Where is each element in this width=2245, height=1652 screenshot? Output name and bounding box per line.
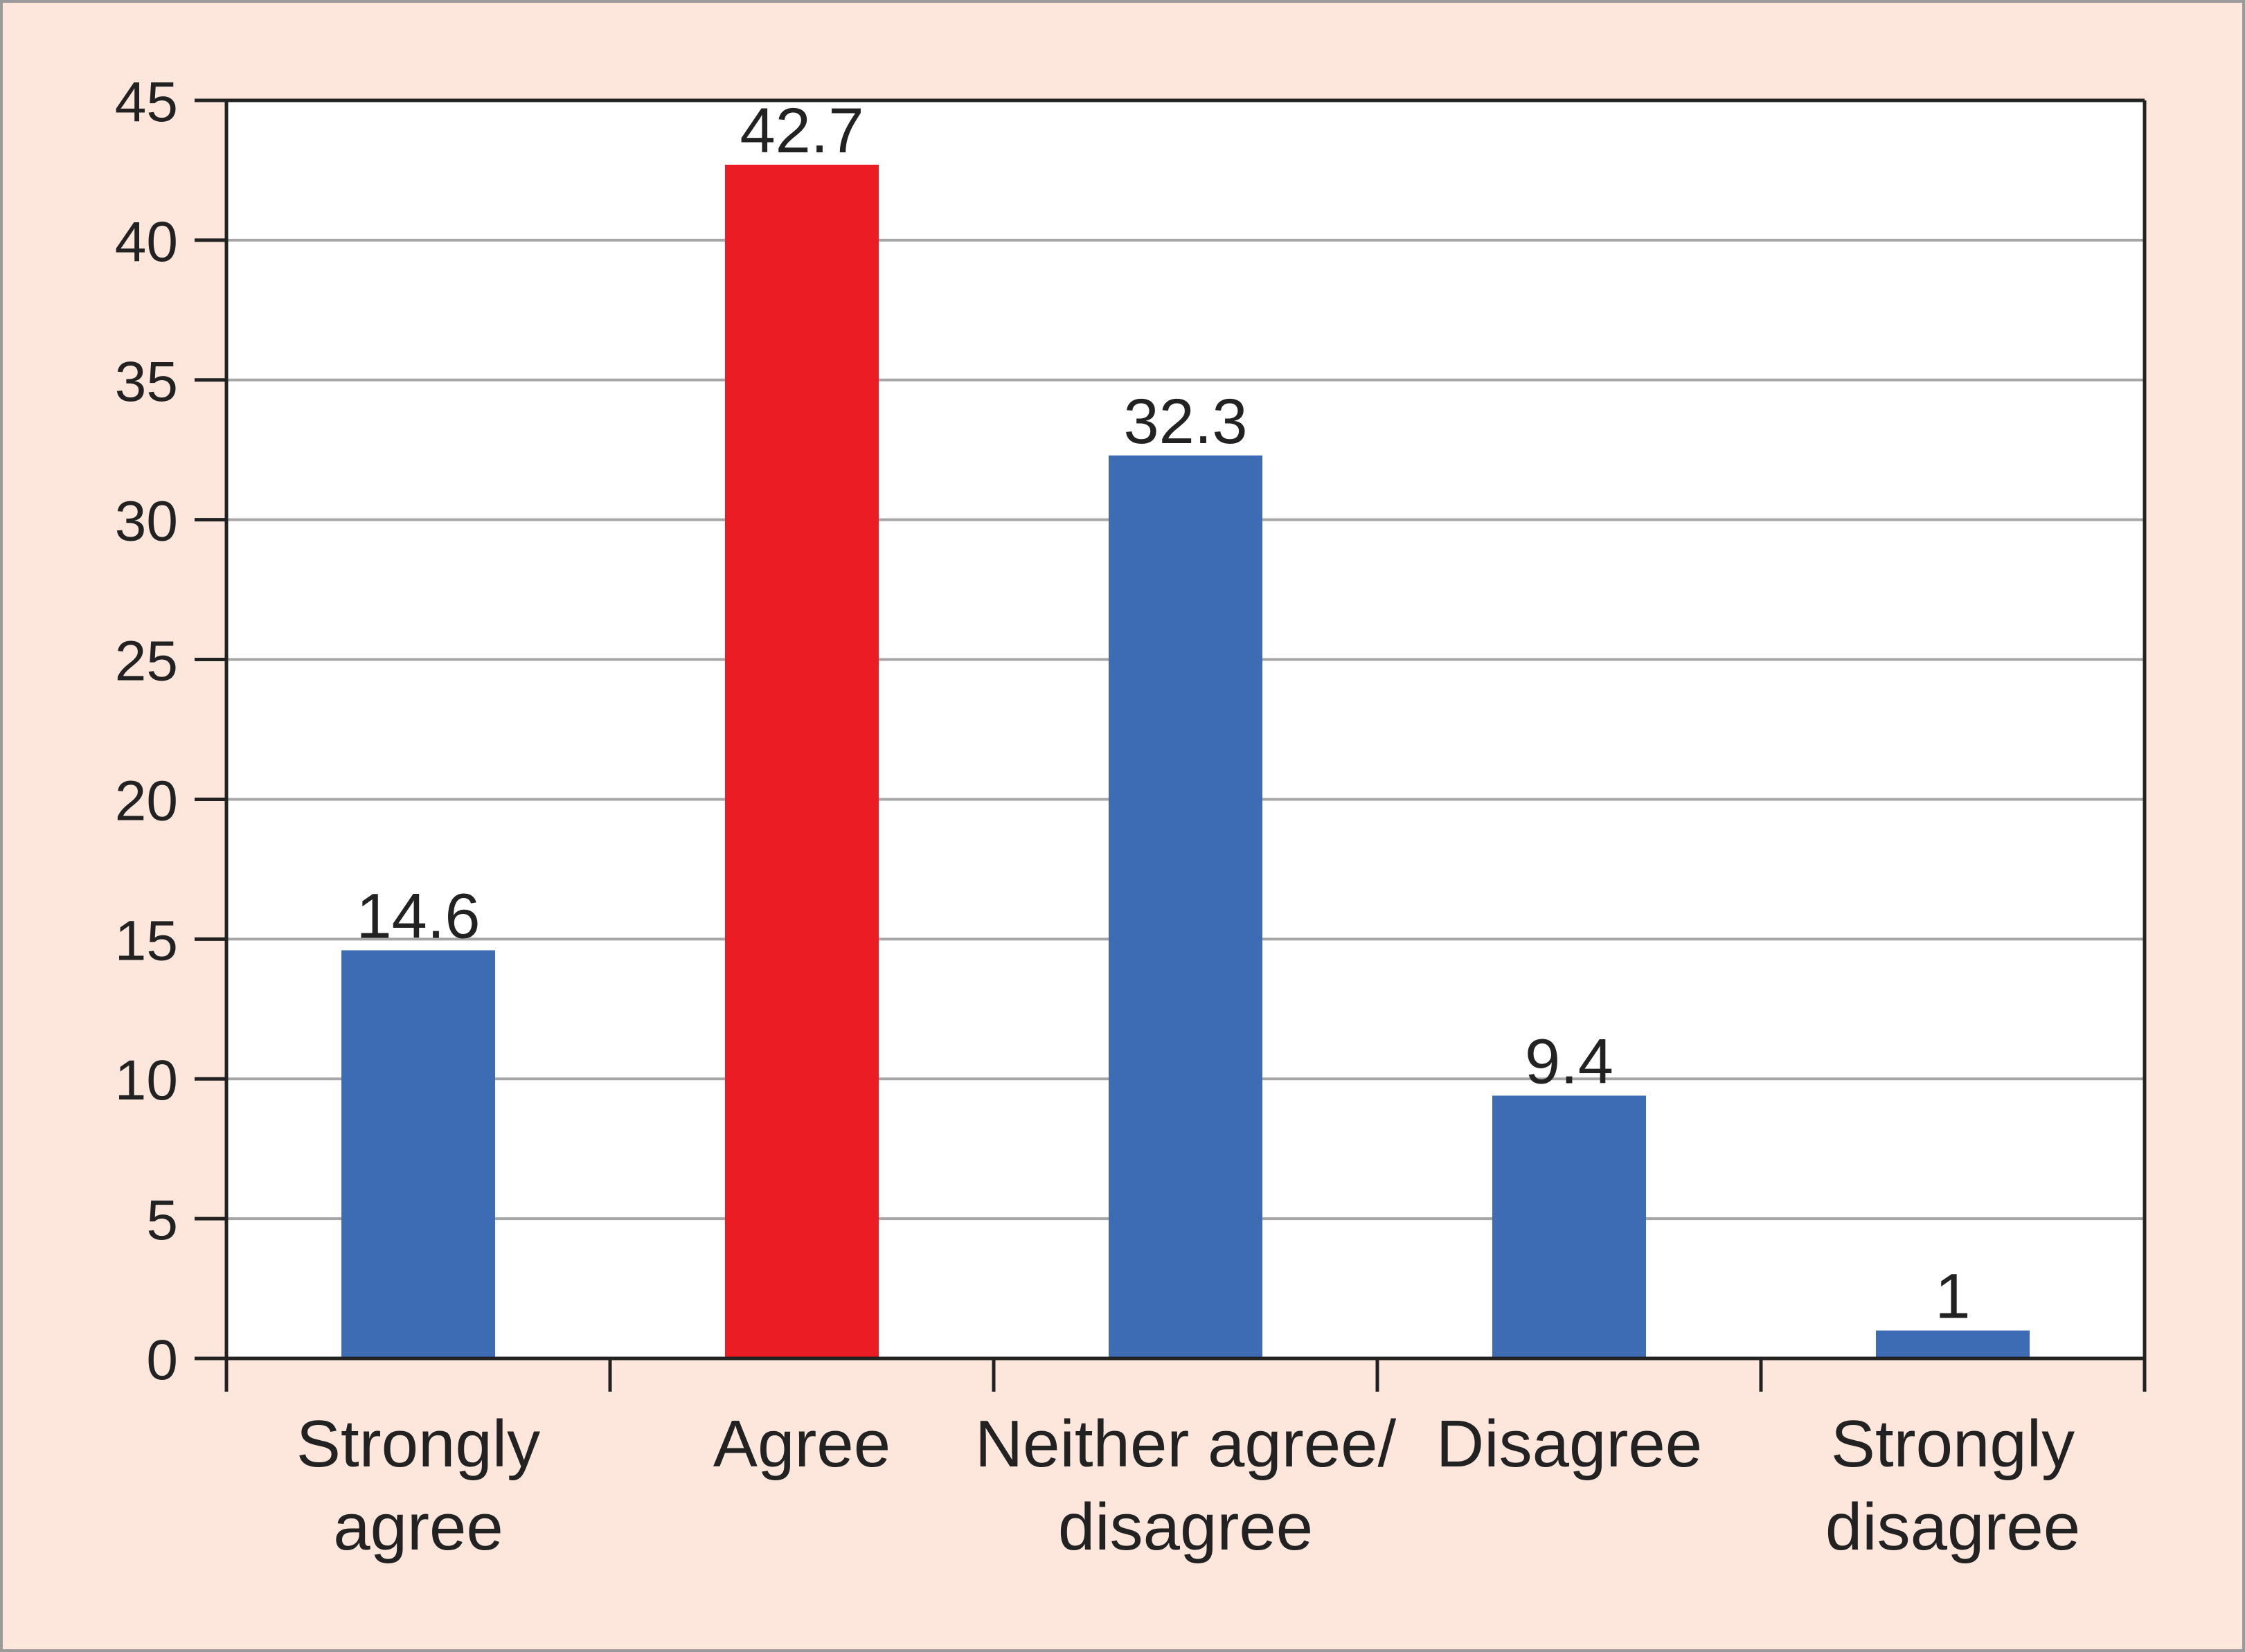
x-category-label: Strongly <box>1831 1407 2075 1481</box>
data-label: 9.4 <box>1525 1026 1613 1097</box>
y-tick-label: 5 <box>146 1189 178 1252</box>
bar <box>725 164 879 1358</box>
y-tick-label: 20 <box>115 769 178 832</box>
y-tick-label: 30 <box>115 490 178 553</box>
y-tick-label: 25 <box>115 630 178 693</box>
x-category-label: Agree <box>713 1407 891 1481</box>
bar <box>1109 455 1262 1358</box>
x-category-label: disagree <box>1825 1490 2080 1564</box>
bar <box>1876 1330 2030 1358</box>
data-label: 1 <box>1935 1262 1970 1332</box>
data-labels: 14.6 42.7 32.3 9.4 1 <box>356 96 1970 1332</box>
data-label: 32.3 <box>1123 386 1247 457</box>
bar <box>1492 1095 1646 1358</box>
y-tick-label: 40 <box>115 210 178 273</box>
x-category-label: agree <box>333 1490 503 1564</box>
axes <box>195 98 2147 1392</box>
category-labels: Strongly agree Agree Neither agree/disagree… <box>296 1407 2080 1564</box>
x-category-label: Disagree <box>1436 1407 1702 1481</box>
data-label: 42.7 <box>740 96 864 166</box>
data-label: 14.6 <box>356 881 480 951</box>
bars <box>341 164 2030 1358</box>
y-tick-label: 10 <box>115 1049 178 1112</box>
y-tick-labels: 0 5 10 15 20 25 30 35 40 45 <box>115 71 178 1392</box>
y-tick-label: 15 <box>115 909 178 972</box>
y-tick-label: 0 <box>146 1329 178 1392</box>
y-tick-label: 35 <box>115 350 178 413</box>
x-category-label: Strongly <box>296 1407 540 1481</box>
bar <box>341 950 495 1358</box>
y-tick-label: 45 <box>115 71 178 134</box>
x-category-label: disagree <box>1058 1490 1313 1564</box>
x-category-label: Neither agree/ <box>975 1407 1397 1481</box>
